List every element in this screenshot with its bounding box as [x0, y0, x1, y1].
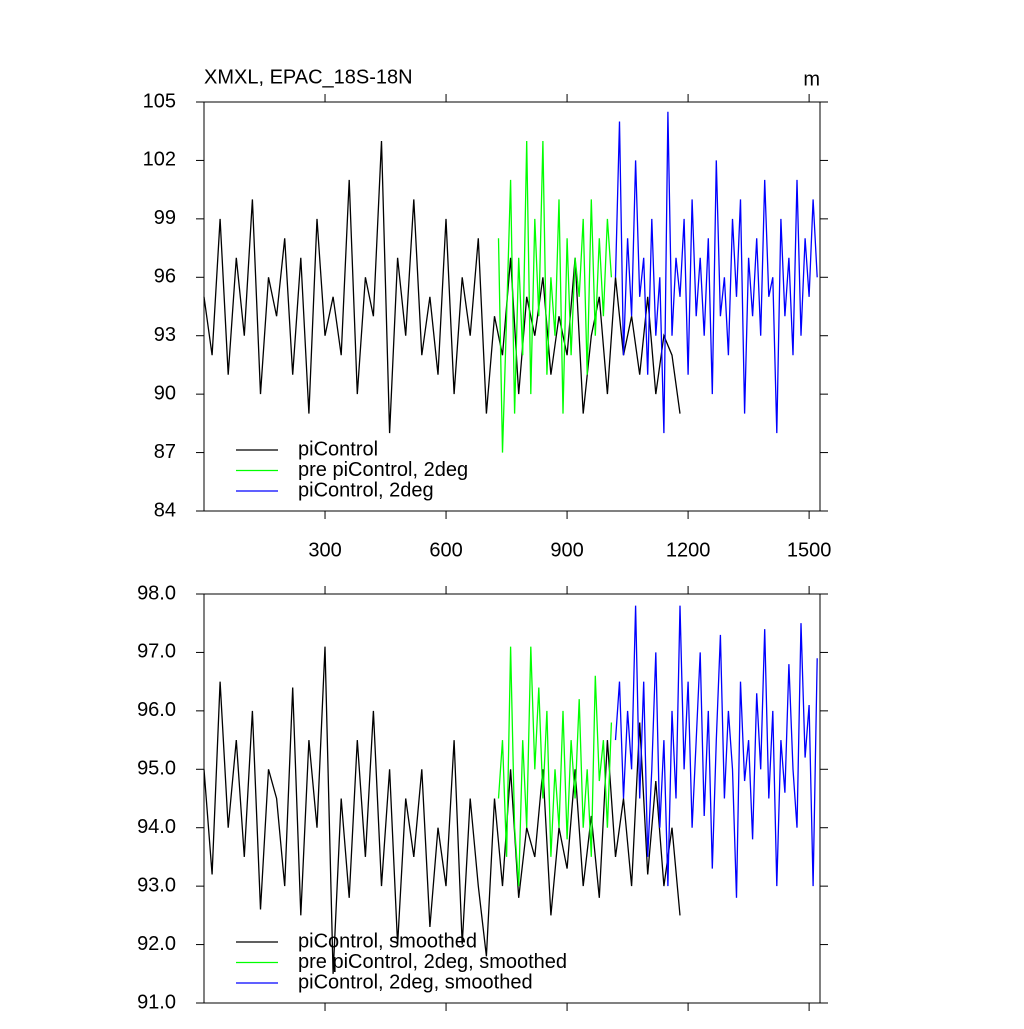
y-tick-label: 93.0 — [137, 874, 176, 896]
y-tick-label: 98.0 — [137, 582, 176, 604]
y-tick-label: 99 — [154, 207, 176, 229]
y-tick-label: 96.0 — [137, 699, 176, 721]
data-line — [614, 605, 818, 898]
x-tick-label: 600 — [429, 539, 462, 561]
y-tick-label: 102 — [143, 149, 176, 171]
y-tick-label: 91.0 — [137, 991, 176, 1013]
x-tick-label: 900 — [550, 539, 583, 561]
y-tick-label: 105 — [143, 90, 176, 112]
y-tick-label: 94.0 — [137, 816, 176, 838]
data-line — [497, 140, 613, 453]
data-line — [614, 111, 818, 434]
data-line — [203, 646, 681, 974]
y-tick-label: 93 — [154, 324, 176, 346]
x-tick-label: 1200 — [666, 539, 711, 561]
legend-label: pre piControl, 2deg, smoothed — [298, 951, 567, 973]
units-label: m — [803, 68, 820, 90]
y-tick-label: 87 — [154, 441, 176, 463]
legend-label: pre piControl, 2deg — [298, 459, 468, 481]
y-tick-label: 95.0 — [137, 758, 176, 780]
plot-frame — [203, 593, 821, 1004]
x-tick-label: 300 — [308, 539, 341, 561]
legend-label: piControl, smoothed — [298, 930, 477, 952]
legend-label: piControl, 2deg — [298, 479, 434, 501]
y-tick-label: 97.0 — [137, 641, 176, 663]
data-line — [203, 140, 681, 434]
legend-label: piControl — [298, 438, 378, 460]
y-tick-label: 84 — [154, 499, 176, 521]
legend-label: piControl, 2deg, smoothed — [298, 971, 533, 993]
plot-frame — [203, 101, 821, 512]
chart-title: XMXL, EPAC_18S-18N — [204, 66, 413, 88]
data-line — [497, 646, 613, 887]
y-tick-label: 96 — [154, 266, 176, 288]
x-tick-label: 1500 — [787, 539, 832, 561]
y-tick-label: 92.0 — [137, 933, 176, 955]
y-tick-label: 90 — [154, 382, 176, 404]
